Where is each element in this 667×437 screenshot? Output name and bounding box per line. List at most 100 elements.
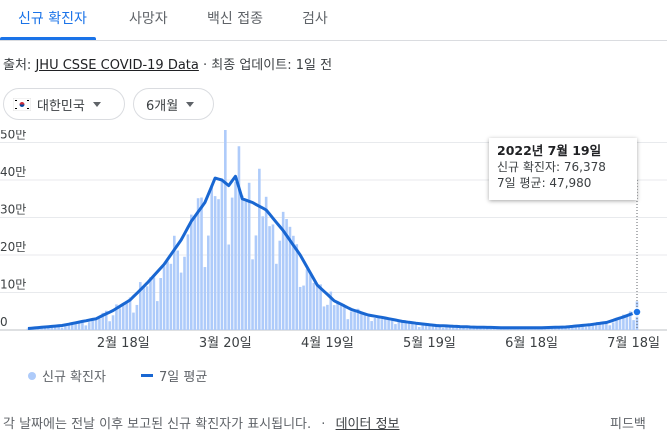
y-tick-label: 50만 — [0, 130, 26, 142]
x-tick-label: 3월 20일 — [199, 336, 252, 351]
case-bar — [295, 244, 299, 330]
case-bar — [356, 308, 360, 330]
source-line: 출처: JHU CSSE COVID-19 Data · 최종 업데이트: 1일… — [3, 54, 332, 73]
case-bar — [200, 197, 203, 330]
case-bar — [264, 196, 268, 330]
chevron-down-icon — [92, 101, 101, 107]
x-tick-label: 7월 18일 — [607, 336, 660, 351]
case-bar — [343, 305, 346, 330]
case-bar — [155, 301, 159, 330]
region-dropdown[interactable]: 대한민국 — [3, 88, 125, 120]
case-bar — [108, 321, 111, 330]
case-bar — [411, 323, 414, 330]
case-bar — [618, 316, 622, 330]
case-bar — [434, 325, 438, 330]
case-bar — [234, 181, 237, 330]
data-info-link[interactable]: 데이터 정보 — [335, 417, 400, 432]
case-bar — [417, 326, 421, 330]
case-bar — [346, 319, 350, 330]
case-bar — [560, 328, 564, 330]
y-tick-label: 20만 — [0, 240, 26, 254]
case-bar — [213, 196, 217, 330]
case-bar — [125, 300, 128, 330]
period-dropdown[interactable]: 6개월 — [133, 88, 214, 120]
tab-deaths[interactable]: 사망자 — [129, 11, 168, 27]
case-bar — [176, 250, 179, 330]
case-bar — [448, 326, 452, 330]
case-bar — [332, 305, 336, 330]
case-bar — [149, 277, 152, 330]
x-tick-label: 6월 18일 — [505, 336, 558, 351]
cases-chart[interactable]: 0 10만 20만 30만 40만 50만 2월 18일 3월 20일 4월 19일 5월 19… — [0, 130, 667, 360]
case-bar — [227, 244, 231, 330]
case-bar — [319, 284, 322, 330]
case-bar — [241, 195, 244, 330]
case-bar — [244, 199, 248, 330]
case-bar — [400, 321, 404, 330]
case-bar — [166, 261, 169, 330]
tab-vaccinations[interactable]: 백신 접종 — [207, 11, 263, 27]
case-bar — [285, 219, 288, 330]
case-bar — [186, 234, 190, 330]
case-bar — [326, 304, 329, 330]
case-bar — [128, 297, 132, 330]
source-prefix: 출처: — [3, 58, 32, 73]
x-tick-label: 4월 19일 — [301, 336, 354, 351]
x-tick-label: 2월 18일 — [97, 336, 150, 351]
case-bar — [254, 235, 258, 330]
case-bar — [121, 304, 125, 330]
case-bar — [91, 319, 94, 330]
case-bar — [77, 322, 81, 330]
case-bar — [441, 327, 445, 330]
case-bar — [598, 323, 601, 330]
legend-cases: 신규 확진자 — [28, 366, 106, 385]
case-bar — [210, 185, 214, 330]
case-bar — [339, 302, 343, 330]
case-bar — [387, 317, 390, 330]
tab-bar: 신규 확진자 사망자 백신 접종 검사 — [0, 0, 667, 41]
case-bar — [431, 325, 435, 330]
case-bar — [47, 327, 50, 330]
case-bar — [104, 310, 108, 330]
chart-tooltip: 2022년 7월 19일 신규 확진자: 76,378 7일 평균: 47,98… — [489, 138, 637, 200]
legend-line-icon — [141, 374, 153, 377]
case-bar — [70, 324, 74, 330]
case-bar — [118, 308, 122, 330]
case-bar — [625, 315, 629, 330]
korea-flag-icon — [13, 97, 31, 111]
case-bar — [489, 328, 493, 330]
footer-note-line: 각 날짜에는 전날 이후 보고된 신규 확진자가 표시됩니다. · 데이터 정보 — [3, 413, 400, 432]
case-bar — [162, 266, 166, 330]
case-bar — [57, 325, 60, 330]
case-bar — [394, 324, 397, 330]
case-bar — [281, 211, 285, 330]
tab-new-cases[interactable]: 신규 확진자 — [18, 11, 87, 27]
case-bar — [571, 326, 574, 330]
case-bar — [577, 326, 581, 330]
case-bar — [261, 216, 265, 330]
case-bar — [465, 328, 469, 330]
legend-cases-label: 신규 확진자 — [42, 370, 106, 385]
case-bar — [451, 326, 455, 330]
x-axis-labels: 2월 18일 3월 20일 4월 19일 5월 19일 6월 18일 7월 18일 — [97, 336, 660, 351]
case-bar — [622, 314, 625, 330]
feedback-link[interactable]: 피드백 — [610, 417, 646, 432]
case-bar — [152, 277, 156, 330]
legend-average-label: 7일 평균 — [159, 370, 208, 385]
case-bar — [315, 285, 319, 330]
case-bar — [492, 328, 496, 330]
case-bar — [472, 327, 475, 330]
period-label: 6개월 — [146, 98, 179, 114]
case-bar — [479, 327, 482, 330]
case-bar — [132, 312, 135, 330]
case-bar — [67, 323, 71, 330]
case-bar — [438, 326, 441, 330]
source-link[interactable]: JHU CSSE COVID-19 Data — [35, 58, 199, 73]
tab-tests[interactable]: 검사 — [302, 11, 328, 27]
case-bar — [468, 327, 472, 330]
case-bar — [217, 199, 220, 330]
case-bar — [94, 319, 98, 330]
case-bar — [353, 310, 356, 330]
region-label: 대한민국 — [37, 98, 85, 114]
y-tick-label: 10만 — [0, 278, 26, 292]
